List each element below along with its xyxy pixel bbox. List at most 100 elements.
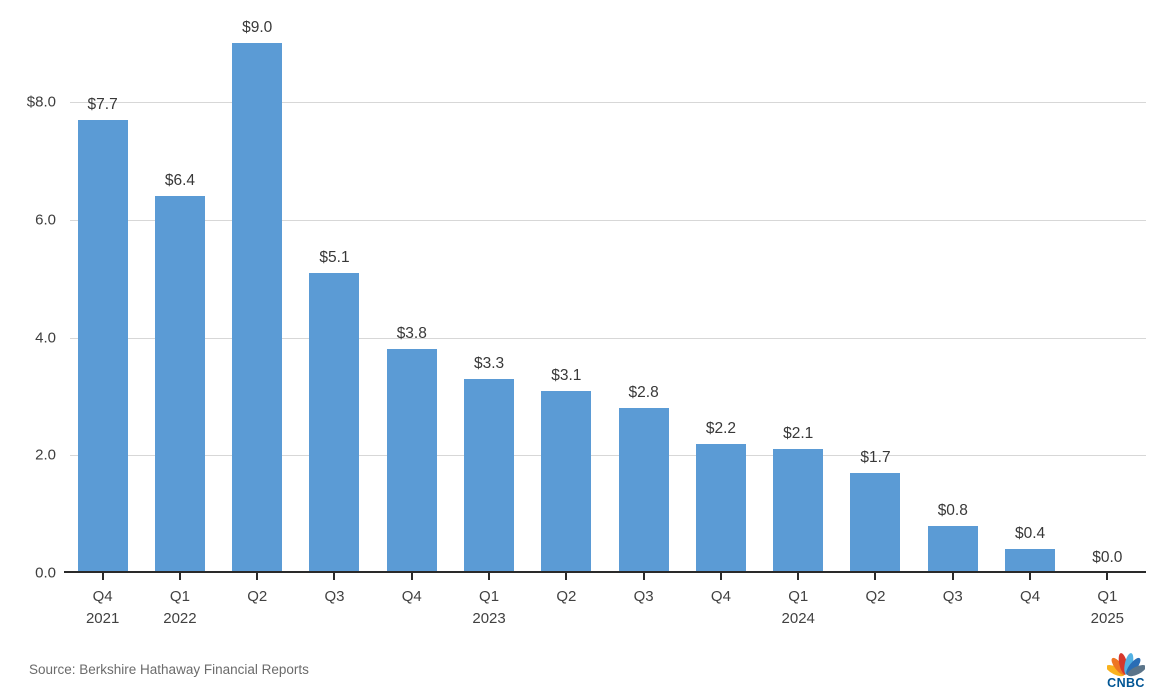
bar [309, 272, 360, 573]
bar-slot: $0.4 Q4 [991, 14, 1068, 605]
bar-value-label: $7.7 [87, 95, 118, 113]
bar-value-label: $9.0 [242, 19, 273, 37]
x-axis-tick [642, 573, 645, 580]
y-axis-label: $8.0 [26, 93, 56, 111]
bar [850, 472, 901, 573]
y-axis-label: 4.0 [35, 329, 56, 347]
x-axis-label: Q3 [595, 586, 692, 608]
bar-value-label: $2.2 [705, 419, 736, 437]
bar-slot: $2.1 Q1 2024 [760, 14, 837, 627]
x-axis-tick [410, 573, 413, 580]
year-label: 2025 [1090, 610, 1125, 627]
bar-value-label: $2.1 [783, 425, 814, 443]
bar-value-label: $3.3 [473, 354, 505, 372]
cnbc-wordmark: CNBC [1107, 676, 1145, 690]
quarter-label: Q3 [942, 588, 963, 605]
bar-slot: $6.4 Q1 2022 [141, 14, 218, 627]
quarter-label: Q4 [92, 588, 113, 605]
quarter-label: Q1 [169, 588, 190, 605]
bar-slot: $2.2 Q4 [682, 14, 759, 605]
bar-value-label: $3.8 [396, 325, 427, 343]
bar [773, 449, 824, 573]
x-axis-label: Q2 [518, 586, 615, 608]
year-label: 2024 [781, 610, 815, 627]
bar-value-label: $5.1 [319, 248, 350, 266]
quarter-label: Q3 [633, 588, 654, 605]
x-axis-label: Q1 2024 [750, 586, 847, 630]
x-axis-tick [1106, 573, 1109, 580]
quarter-label: Q2 [247, 588, 268, 605]
x-axis-label: Q4 [363, 586, 460, 608]
bar-value-label: $0.0 [1092, 549, 1123, 566]
bar [1005, 549, 1056, 573]
bar-slot: $3.3 Q1 2023 [450, 14, 527, 627]
x-axis-label: Q2 [827, 586, 924, 608]
source-note: Source: Berkshire Hathaway Financial Rep… [29, 662, 309, 677]
x-axis-label: Q1 2025 [1059, 586, 1156, 630]
bar-value-label: $2.8 [628, 384, 659, 402]
y-gridline [70, 102, 1146, 104]
bar-slot: $3.8 Q4 [373, 14, 450, 605]
bar-slot: $9.0 Q2 [219, 14, 296, 605]
x-axis-label: Q4 2021 [54, 586, 151, 630]
year-label: 2022 [163, 610, 197, 627]
x-axis-tick [333, 573, 336, 580]
quarter-label: Q4 [710, 588, 731, 605]
y-axis-label: 2.0 [35, 446, 56, 464]
y-gridline [70, 337, 1146, 339]
quarter-label: Q1 [479, 588, 500, 605]
bar-slot: $0.8 Q3 [914, 14, 991, 605]
plot-area: $7.7 Q4 2021 $6.4 Q1 2022 $9.0 Q2 $5.1 Q3 $3.8 Q4 $3… [64, 14, 1146, 627]
bar-slot: $7.7 Q4 2021 [64, 14, 141, 627]
peacock-icon [1107, 653, 1145, 677]
x-axis-tick [178, 573, 181, 580]
cnbc-logo: CNBC [1101, 650, 1151, 690]
x-axis-tick [951, 573, 954, 580]
bar-slot: $3.1 Q2 [528, 14, 605, 605]
bar [464, 378, 515, 573]
y-gridline [70, 455, 1146, 457]
bar [386, 349, 437, 573]
bar-value-label: $6.4 [164, 172, 195, 190]
x-axis-tick [797, 573, 800, 580]
quarter-label: Q4 [1020, 588, 1041, 605]
bar-value-label: $0.4 [1014, 525, 1046, 543]
x-axis-label: Q4 [672, 586, 769, 608]
bar [541, 390, 592, 573]
x-axis-tick [101, 573, 104, 580]
quarter-label: Q2 [865, 588, 886, 605]
x-axis-label: Q2 [209, 586, 306, 608]
quarter-label: Q3 [324, 588, 345, 605]
y-gridline [70, 219, 1146, 221]
bar-value-label: $0.8 [937, 501, 968, 519]
quarter-label: Q2 [556, 588, 577, 605]
bar-value-label: $1.7 [860, 448, 891, 466]
bar-slot: $1.7 Q2 [837, 14, 914, 605]
y-axis-label: 0.0 [35, 564, 56, 582]
bar [618, 408, 669, 573]
x-axis-tick [256, 573, 259, 580]
bar-slot: $2.8 Q3 [605, 14, 682, 605]
bar-slot: $5.1 Q3 [296, 14, 373, 605]
x-axis-tick [1029, 573, 1032, 580]
bar [77, 119, 128, 573]
quarter-label: Q1 [1097, 588, 1118, 605]
x-axis-label: Q3 [904, 586, 1001, 608]
bar-value-label: $3.1 [551, 366, 582, 384]
x-axis-tick [565, 573, 568, 580]
x-axis-tick [488, 573, 491, 580]
y-axis-label: 6.0 [35, 211, 56, 229]
quarter-label: Q4 [401, 588, 422, 605]
bar [695, 443, 746, 573]
x-axis-tick [874, 573, 877, 580]
bar [927, 525, 978, 573]
year-label: 2021 [85, 610, 120, 627]
bar-slot: $0.0 Q1 2025 [1069, 14, 1146, 627]
x-axis-label: Q1 2023 [440, 586, 537, 630]
x-axis-label: Q3 [286, 586, 383, 608]
bar [154, 196, 205, 573]
x-axis-line [64, 571, 1146, 573]
x-axis-label: Q1 2022 [131, 586, 228, 630]
bar [232, 43, 283, 573]
